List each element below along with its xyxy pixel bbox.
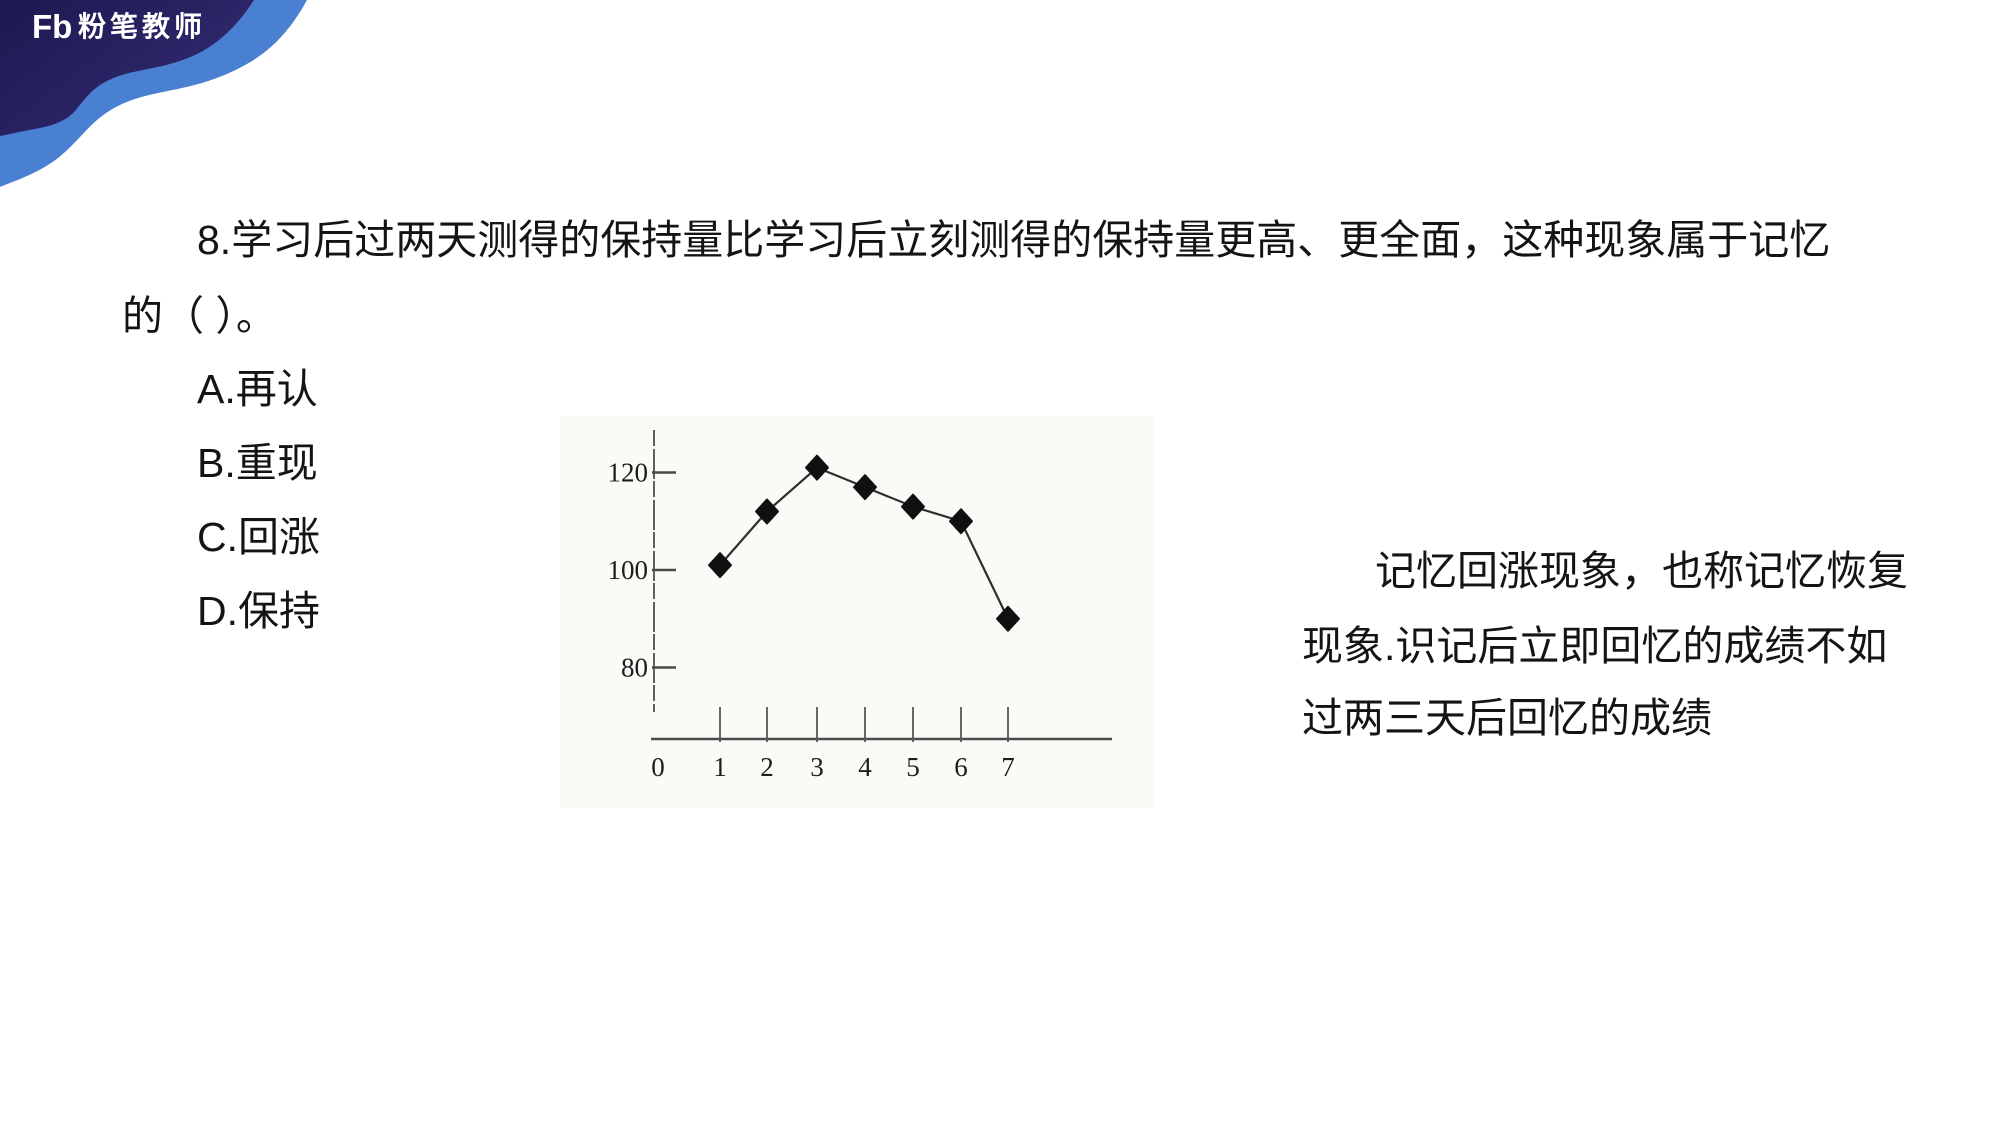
y-tick-label: 120	[608, 458, 649, 488]
option-a: A.再认	[197, 366, 318, 412]
x-tick-label: 2	[760, 752, 774, 782]
question-line-2: 的（ ）。	[122, 293, 277, 339]
data-point	[996, 605, 1020, 632]
explanation-line-3: 过两三天后回忆的成绩	[1302, 695, 1712, 741]
brand-logo-mark: Fb	[32, 8, 72, 45]
y-tick-label: 100	[608, 555, 649, 585]
option-c: C.回涨	[197, 514, 320, 560]
data-point	[853, 474, 877, 501]
question-line-1: 8.学习后过两天测得的保持量比学习后立刻测得的保持量更高、更全面，这种现象属于记…	[197, 217, 1831, 263]
explanation-line-2: 现象.识记后立即回忆的成绩不如	[1302, 623, 1888, 669]
data-point	[708, 552, 732, 579]
x-tick-label: 0	[651, 752, 665, 782]
data-point	[949, 508, 973, 535]
explanation-line-1: 记忆回涨现象，也称记忆恢复	[1375, 548, 1908, 594]
x-tick-label: 1	[713, 752, 727, 782]
option-b: B.重现	[197, 440, 318, 486]
banner-wave: Fb 粉笔教师	[0, 0, 307, 187]
x-tick-label: 4	[858, 752, 872, 782]
data-point	[901, 493, 925, 520]
x-tick-label: 5	[906, 752, 920, 782]
data-point	[805, 454, 829, 481]
y-tick-label: 80	[621, 653, 648, 683]
x-tick-label: 7	[1001, 752, 1015, 782]
banner-wave-dark	[0, 0, 254, 136]
x-tick-label: 3	[810, 752, 824, 782]
x-tick-label: 6	[954, 752, 968, 782]
brand-logo-text: 粉笔教师	[78, 10, 206, 42]
retention-chart: 120 100 80 0 1 2 3 4 5 6 7	[560, 416, 1155, 808]
chart-scan-background	[560, 416, 1155, 808]
option-d: D.保持	[197, 588, 320, 634]
data-point	[755, 498, 779, 525]
